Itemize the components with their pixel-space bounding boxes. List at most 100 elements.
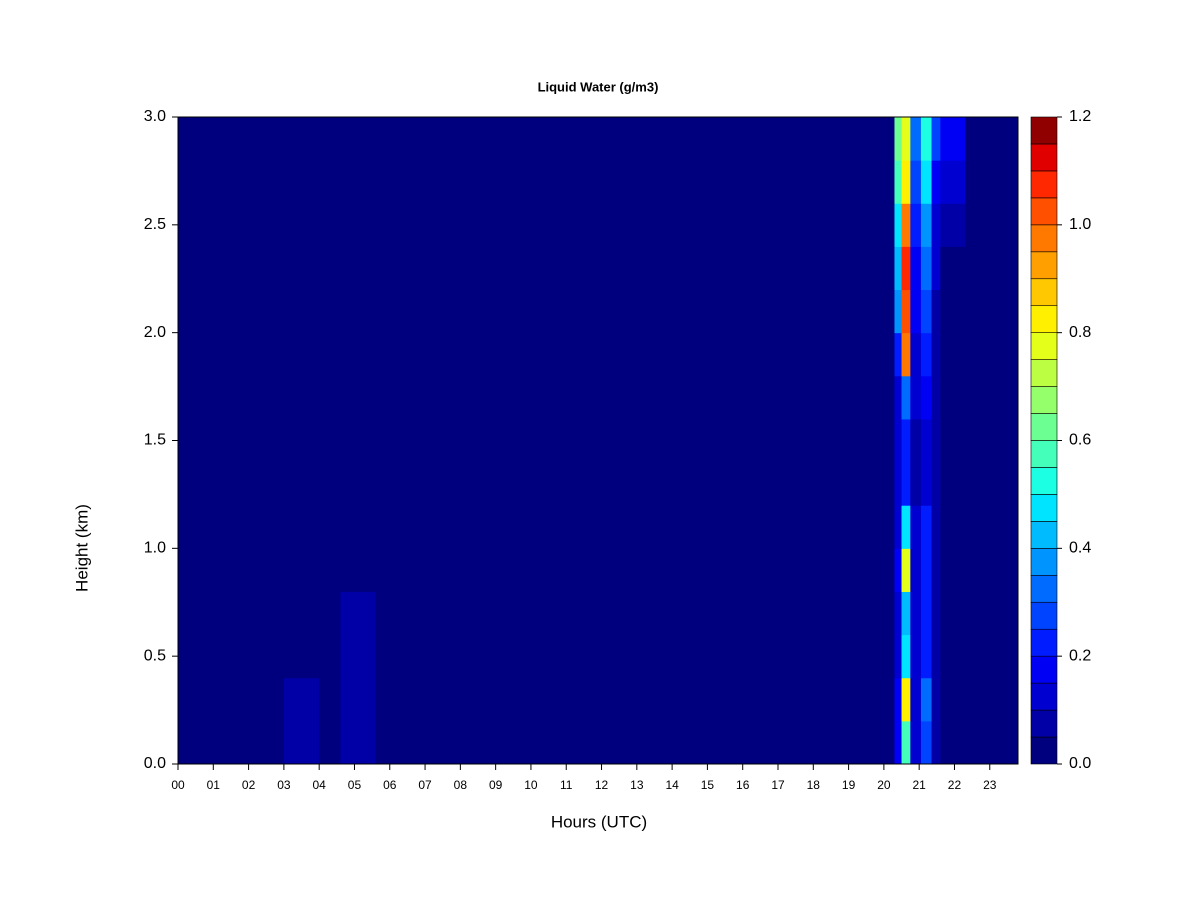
colorbar-box (1030, 601, 1058, 630)
heat-cell (178, 117, 285, 161)
heat-cell (910, 720, 922, 765)
heat-cell (894, 462, 903, 506)
heat-cell (340, 591, 377, 636)
colorbar-tick-label: 0.0 (1069, 755, 1091, 772)
heat-cell (940, 375, 966, 420)
heat-cell (940, 634, 966, 679)
heat-cell (375, 203, 895, 247)
x-tick-label: 09 (489, 778, 503, 792)
x-tick-label: 01 (207, 778, 221, 792)
heat-cell (940, 505, 966, 549)
heat-cell (901, 634, 911, 679)
colorbar-tick-label: 0.2 (1069, 647, 1091, 664)
heat-cell (319, 160, 341, 204)
heat-cell (319, 548, 341, 592)
heat-cell (931, 246, 941, 291)
heat-cell (910, 548, 922, 592)
heat-cell (965, 591, 1019, 636)
heat-cell (340, 203, 377, 247)
heat-cell (910, 375, 922, 420)
heat-cell (283, 375, 320, 420)
heat-cell (178, 720, 285, 765)
heat-cell (375, 160, 895, 204)
heat-cell (910, 634, 922, 679)
heat-cell (319, 203, 341, 247)
heat-cell (340, 160, 377, 204)
heat-cell (283, 634, 320, 679)
heat-cell (901, 203, 911, 247)
heat-cell (319, 591, 341, 636)
heat-cell (920, 160, 933, 204)
heat-cell (894, 634, 903, 679)
heat-cell (319, 505, 341, 549)
heat-cell (283, 418, 320, 463)
y-tick-label: 2.5 (144, 216, 166, 233)
heat-cell (965, 462, 1019, 506)
heat-cell (283, 160, 320, 204)
heat-cell (894, 677, 903, 722)
heat-cell (319, 462, 341, 506)
heat-cell (965, 246, 1019, 291)
heat-cell (894, 591, 903, 636)
y-tick-label: 2.0 (144, 324, 166, 341)
heat-cell (931, 289, 941, 334)
heat-cell (319, 375, 341, 420)
heat-cell (340, 634, 377, 679)
heat-cell (319, 246, 341, 291)
heat-cell (340, 462, 377, 506)
heat-cell (894, 418, 903, 463)
heat-cell (894, 505, 903, 549)
heat-cell (931, 548, 941, 592)
heat-cell (178, 203, 285, 247)
heat-cell (940, 677, 966, 722)
heat-cell (931, 332, 941, 377)
heat-cell (319, 332, 341, 377)
colorbar-box (1030, 278, 1058, 307)
heat-cell (340, 677, 377, 722)
x-tick-label: 13 (630, 778, 644, 792)
heat-cell (319, 720, 341, 765)
colorbar-tick-label: 0.8 (1069, 324, 1091, 341)
heat-cell (319, 117, 341, 161)
x-tick-label: 12 (595, 778, 609, 792)
heat-cell (940, 720, 966, 765)
colorbar-box (1030, 494, 1058, 522)
colorbar-box (1030, 143, 1058, 172)
heat-cell (940, 462, 966, 506)
colorbar-box (1030, 628, 1058, 657)
heat-cell (319, 634, 341, 679)
heat-cell (931, 677, 941, 722)
x-tick-label: 23 (983, 778, 997, 792)
colorbar-box (1030, 251, 1058, 280)
heat-cell (965, 375, 1019, 420)
heat-cell (920, 591, 933, 636)
heat-cell (340, 505, 377, 549)
heat-cell (901, 418, 911, 463)
heat-cell (940, 332, 966, 377)
heat-cell (965, 332, 1019, 377)
x-tick-label: 19 (842, 778, 856, 792)
heat-cell (283, 332, 320, 377)
heat-cell (940, 246, 966, 291)
heat-cell (920, 634, 933, 679)
heat-cell (375, 677, 895, 722)
heat-cell (375, 548, 895, 592)
heat-cell (910, 677, 922, 722)
y-tick-label: 1.0 (144, 540, 166, 557)
heat-cell (894, 548, 903, 592)
heat-cell (375, 332, 895, 377)
heat-cell (283, 462, 320, 506)
y-tick-label: 0.0 (144, 755, 166, 772)
heat-cell (901, 289, 911, 334)
heat-cell (894, 332, 903, 377)
heat-cell (340, 548, 377, 592)
colorbar-box (1030, 682, 1058, 711)
heat-cell (920, 117, 933, 161)
colorbar-box (1030, 521, 1058, 549)
heat-cell (920, 289, 933, 334)
heat-cell (901, 117, 911, 161)
heat-cell (920, 418, 933, 463)
heat-cell (178, 418, 285, 463)
heat-cell (965, 634, 1019, 679)
